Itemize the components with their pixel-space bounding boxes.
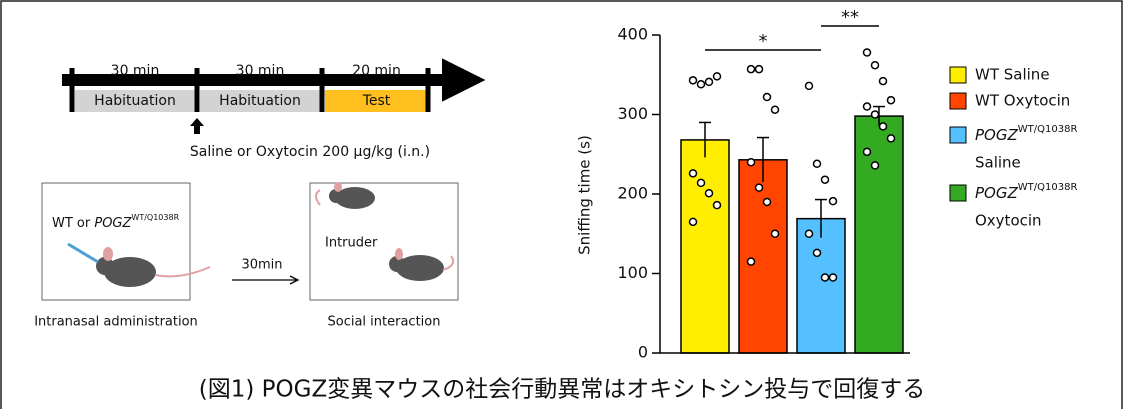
legend-label: WT Oxytocin bbox=[975, 92, 1070, 110]
segment-label: Habituation bbox=[219, 93, 301, 109]
data-point bbox=[772, 230, 779, 237]
data-point bbox=[822, 176, 829, 183]
data-point bbox=[880, 123, 887, 130]
data-point bbox=[814, 249, 821, 256]
data-point bbox=[888, 97, 895, 104]
y-tick-label: 400 bbox=[617, 25, 648, 44]
data-point bbox=[764, 198, 771, 205]
data-point bbox=[706, 78, 713, 85]
legend-swatch bbox=[950, 185, 966, 201]
genotype: WT/Q1038R bbox=[131, 213, 179, 222]
data-point bbox=[714, 73, 721, 80]
y-tick-label: 100 bbox=[617, 263, 648, 282]
gene: POGZ bbox=[975, 184, 1018, 202]
injection-arrow bbox=[190, 118, 204, 134]
frame bbox=[1, 1, 1122, 409]
data-point bbox=[748, 159, 755, 166]
duration-label: 30 min bbox=[236, 63, 285, 79]
data-point bbox=[864, 103, 871, 110]
step-arrow bbox=[232, 276, 298, 284]
data-point bbox=[756, 184, 763, 191]
gene: POGZ bbox=[975, 126, 1018, 144]
data-point bbox=[698, 179, 705, 186]
box-title: WT or POGZWT/Q1038R bbox=[52, 213, 180, 231]
genotype: WT/Q1038R bbox=[1018, 124, 1078, 135]
data-point bbox=[772, 106, 779, 113]
data-point bbox=[822, 274, 829, 281]
injection-label: Saline or Oxytocin 200 μg/kg (i.n.) bbox=[190, 144, 430, 160]
bar bbox=[681, 140, 729, 353]
y-tick-label: 0 bbox=[638, 343, 648, 362]
legend-label: Saline bbox=[975, 154, 1021, 172]
data-point bbox=[748, 66, 755, 73]
data-point bbox=[690, 218, 697, 225]
data-point bbox=[806, 230, 813, 237]
data-point bbox=[880, 78, 887, 85]
legend-label: WT Saline bbox=[975, 66, 1050, 84]
caption: (図1) POGZ変異マウスの社会行動異常はオキシトシン投与で回復する bbox=[199, 377, 925, 403]
arrow-label: 30min bbox=[241, 258, 282, 273]
data-point bbox=[872, 162, 879, 169]
data-point bbox=[756, 66, 763, 73]
data-point bbox=[830, 274, 837, 281]
genotype: WT/Q1038R bbox=[1018, 182, 1078, 193]
data-point bbox=[714, 202, 721, 209]
significance-label: * bbox=[759, 31, 768, 52]
legend-swatch bbox=[950, 93, 966, 109]
data-point bbox=[872, 62, 879, 69]
data-point bbox=[872, 111, 879, 118]
intruder-label: Intruder bbox=[325, 236, 378, 251]
legend-label: POGZWT/Q1038R bbox=[975, 182, 1077, 202]
significance-label: ** bbox=[841, 7, 859, 28]
data-point bbox=[764, 94, 771, 101]
data-point bbox=[864, 49, 871, 56]
text: WT or bbox=[52, 216, 94, 231]
legend-swatch bbox=[950, 127, 966, 143]
legend-label: POGZWT/Q1038R bbox=[975, 124, 1077, 144]
data-point bbox=[814, 160, 821, 167]
legend-swatch bbox=[950, 67, 966, 83]
data-point bbox=[806, 82, 813, 89]
bar bbox=[855, 116, 903, 353]
segment-label: Habituation bbox=[94, 93, 176, 109]
y-tick-label: 300 bbox=[617, 104, 648, 123]
data-point bbox=[706, 190, 713, 197]
data-point bbox=[864, 148, 871, 155]
data-point bbox=[830, 198, 837, 205]
data-point bbox=[690, 77, 697, 84]
legend-label: Oxytocin bbox=[975, 212, 1042, 230]
data-point bbox=[690, 170, 697, 177]
figure: Saline or Oxytocin 200 μg/kg (i.n.) WT o… bbox=[0, 0, 1124, 409]
y-axis-label: Sniffing time (s) bbox=[576, 135, 594, 255]
duration-label: 20 min bbox=[352, 63, 401, 79]
bar bbox=[797, 219, 845, 353]
panel-caption: Social interaction bbox=[328, 315, 441, 330]
segment-label: Test bbox=[362, 93, 391, 109]
data-point bbox=[748, 258, 755, 265]
gene: POGZ bbox=[94, 216, 132, 231]
data-point bbox=[698, 81, 705, 88]
duration-label: 30 min bbox=[111, 63, 160, 79]
data-point bbox=[888, 135, 895, 142]
y-tick-label: 200 bbox=[617, 184, 648, 203]
panel-caption: Intranasal administration bbox=[34, 315, 198, 330]
